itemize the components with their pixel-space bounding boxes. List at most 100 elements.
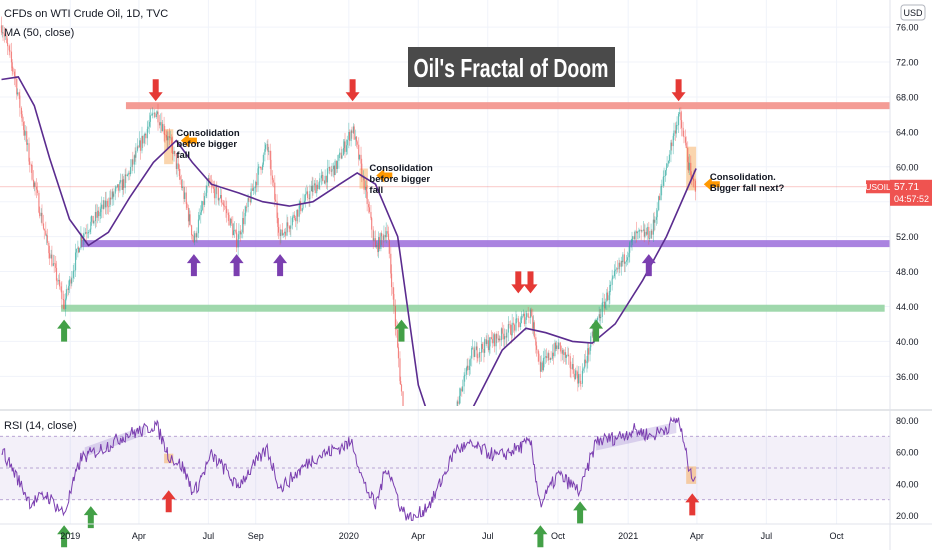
candle-body [95,211,97,218]
candle-body [274,182,276,200]
candle-body [461,386,464,392]
candle-body [548,353,550,360]
candle-body [203,201,205,205]
candle-body [520,317,522,324]
candle-body [592,331,594,338]
price-tick-label: 68.00 [896,92,919,102]
annotation-text: Consolidation. [710,172,776,183]
candle-body [103,200,105,209]
candle-body [491,339,493,344]
candle-body [602,301,604,303]
candle-body [655,217,658,220]
candle-body [100,204,103,209]
candle-body [360,154,362,164]
candle-body [131,159,133,167]
level-line [125,102,890,110]
candle-body [278,226,280,233]
candle-body [195,233,197,238]
candle-body [121,180,123,190]
candle-body [554,342,556,357]
candle-body [542,358,545,371]
candle-body [151,114,153,116]
candle-body [304,193,306,201]
candle-body [228,214,230,226]
candle-body [621,261,623,263]
candle-body [682,127,684,137]
candle-body [555,342,557,349]
candle-body [385,231,387,238]
candle-body [387,231,389,234]
candle-body [260,167,262,170]
candle-body [276,201,278,218]
candle-body [94,211,97,222]
candle-body [45,230,47,236]
ma-indicator-label[interactable]: MA (50, close) [4,27,74,39]
candle-body [284,231,287,236]
candle-body [38,192,40,213]
candle-body [473,347,475,357]
candle-body [624,261,626,264]
candle-body [675,125,677,134]
candle-body [353,126,355,140]
candle-body [242,218,245,225]
annotation-text: before bigger [176,139,237,150]
candle-body [580,383,582,384]
candle-body [45,235,48,237]
candle-body [190,225,193,236]
candle-body [60,286,62,291]
candle-body [203,196,206,205]
candle-body [658,196,660,211]
arrow-down-icon [671,79,686,102]
candle-body [40,212,42,217]
candle-body [149,121,151,127]
candle-body [598,314,600,318]
axes[interactable]: 76.0072.0068.0064.0060.0056.0052.0048.00… [60,23,918,541]
currency-badge[interactable] [900,4,926,21]
price-tag-countdown: 04:57:52 [894,194,929,204]
candle-body [16,78,18,95]
candle-body [374,238,377,248]
rsi-line-group [1,416,696,521]
candle-body [358,154,361,160]
candle-body [183,186,185,199]
candle-body [671,142,673,147]
candle-body [229,218,232,226]
candle-body [503,333,505,340]
candle-body [8,46,10,51]
candle-body [663,176,665,177]
candle-body [144,133,146,135]
candle-body [83,233,85,238]
candle-body [673,130,675,136]
price-tag-price: 57.71 [894,182,919,193]
candle-body [197,219,200,234]
candle-body [55,263,57,268]
candle-body [80,235,82,249]
candle-body [660,186,662,201]
candle-body [510,334,513,336]
arrow-left-icon [180,133,197,148]
candle-body [223,205,226,207]
candle-body [628,252,630,258]
candle-body [552,352,554,359]
candle-body [269,150,271,160]
candle-body [100,208,102,213]
candle-body [262,154,264,165]
candle-body [654,219,656,223]
candle-body [641,230,643,232]
candle-body [561,350,564,354]
candle-body [635,231,638,234]
candle-body [191,235,193,236]
candle-body [361,163,363,178]
candle-body [618,262,620,270]
candle-body [464,374,466,377]
rsi-indicator-label[interactable]: RSI (14, close) [4,420,77,432]
symbol-title[interactable]: CFDs on WTI Crude Oil, 1D, TVC [4,8,168,20]
candle-body [56,280,58,282]
candle-body [175,153,177,169]
candle-body [614,269,616,272]
candle-body [0,25,3,33]
candle-body [289,228,291,230]
time-tick-label: Sep [248,531,264,541]
candle-body [496,334,498,339]
candle-body [30,164,32,166]
